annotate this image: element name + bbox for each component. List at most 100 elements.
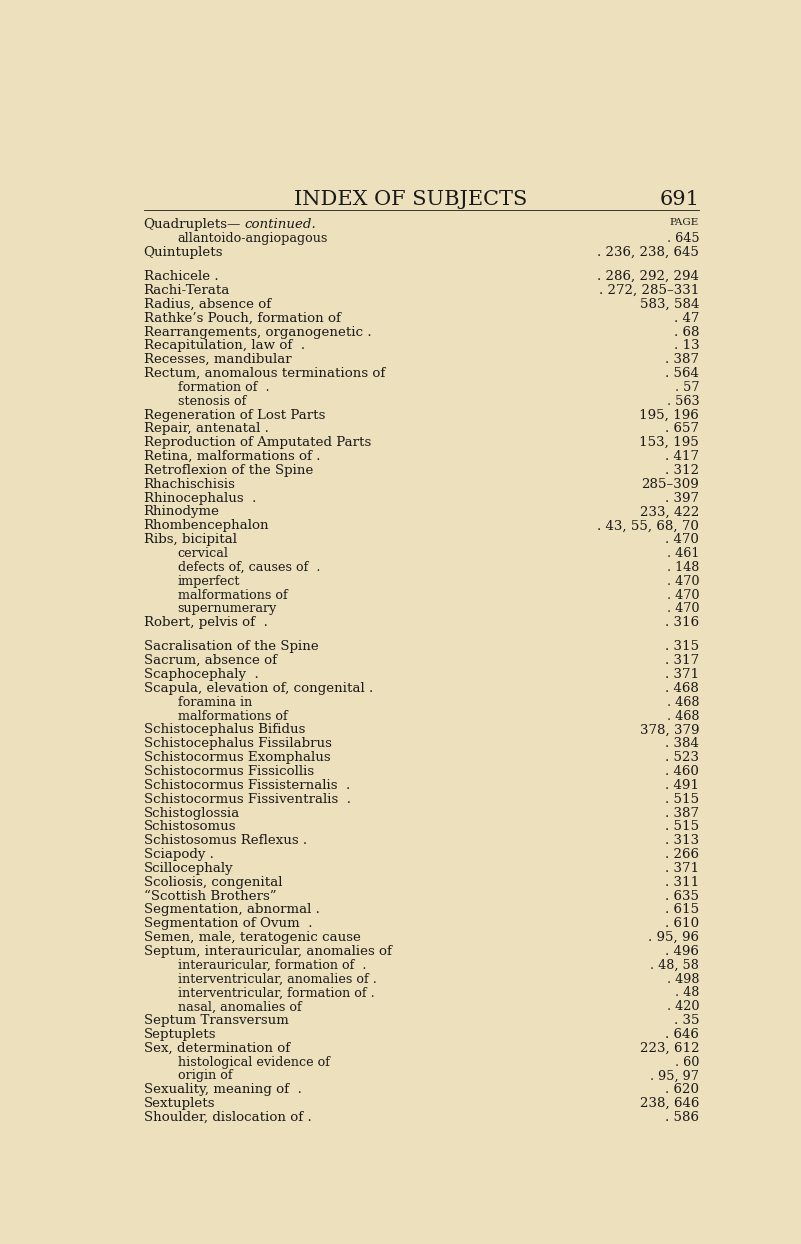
Text: cervical: cervical <box>178 547 229 560</box>
Text: foramina in: foramina in <box>178 695 252 709</box>
Text: . 657: . 657 <box>665 423 699 435</box>
Text: . 470: . 470 <box>666 575 699 587</box>
Text: Sextuplets: Sextuplets <box>143 1097 215 1110</box>
Text: . 610: . 610 <box>665 917 699 931</box>
Text: allantoido-angiopagous: allantoido-angiopagous <box>178 233 328 245</box>
Text: Quadruplets—: Quadruplets— <box>143 218 241 231</box>
Text: . 515: . 515 <box>665 792 699 806</box>
Text: . 470: . 470 <box>666 602 699 616</box>
Text: Segmentation, abnormal .: Segmentation, abnormal . <box>143 903 320 917</box>
Text: histological evidence of: histological evidence of <box>178 1056 330 1069</box>
Text: 285–309: 285–309 <box>642 478 699 491</box>
Text: 223, 612: 223, 612 <box>639 1041 699 1055</box>
Text: origin of: origin of <box>178 1070 232 1082</box>
Text: . 236, 238, 645: . 236, 238, 645 <box>598 246 699 259</box>
Text: . 312: . 312 <box>665 464 699 476</box>
Text: supernumerary: supernumerary <box>178 602 277 616</box>
Text: . 460: . 460 <box>666 765 699 778</box>
Text: Septuplets: Septuplets <box>143 1028 216 1041</box>
Text: . 317: . 317 <box>665 654 699 667</box>
Text: interventricular, anomalies of .: interventricular, anomalies of . <box>178 973 376 985</box>
Text: Schistoglossia: Schistoglossia <box>143 806 239 820</box>
Text: . 586: . 586 <box>665 1111 699 1125</box>
Text: 153, 195: 153, 195 <box>639 437 699 449</box>
Text: Schistocormus Fissicollis: Schistocormus Fissicollis <box>143 765 314 778</box>
Text: . 468: . 468 <box>666 695 699 709</box>
Text: . 417: . 417 <box>665 450 699 463</box>
Text: Schistocormus Fissiventralis  .: Schistocormus Fissiventralis . <box>143 792 351 806</box>
Text: Quintuplets: Quintuplets <box>143 246 223 259</box>
Text: . 523: . 523 <box>665 751 699 764</box>
Text: Schistosomus Reflexus .: Schistosomus Reflexus . <box>143 835 307 847</box>
Text: . 47: . 47 <box>674 312 699 325</box>
Text: Recesses, mandibular: Recesses, mandibular <box>143 353 292 366</box>
Text: . 13: . 13 <box>674 340 699 352</box>
Text: Reproduction of Amputated Parts: Reproduction of Amputated Parts <box>143 437 371 449</box>
Text: Rachicele .: Rachicele . <box>143 270 218 284</box>
Text: 378, 379: 378, 379 <box>640 724 699 736</box>
Text: . 48, 58: . 48, 58 <box>650 959 699 972</box>
Text: imperfect: imperfect <box>178 575 240 587</box>
Text: . 620: . 620 <box>665 1084 699 1096</box>
Text: Rathke’s Pouch, formation of: Rathke’s Pouch, formation of <box>143 312 340 325</box>
Text: . 646: . 646 <box>666 1028 699 1041</box>
Text: . 498: . 498 <box>666 973 699 985</box>
Text: Scaphocephaly  .: Scaphocephaly . <box>143 668 259 682</box>
Text: . 311: . 311 <box>665 876 699 888</box>
Text: . 461: . 461 <box>666 547 699 560</box>
Text: . 148: . 148 <box>666 561 699 573</box>
Text: 691: 691 <box>659 189 699 209</box>
Text: . 272, 285–331: . 272, 285–331 <box>599 284 699 297</box>
Text: Rachi-Terata: Rachi-Terata <box>143 284 230 297</box>
Text: Recapitulation, law of  .: Recapitulation, law of . <box>143 340 304 352</box>
Text: Robert, pelvis of  .: Robert, pelvis of . <box>143 616 268 629</box>
Text: defects of, causes of  .: defects of, causes of . <box>178 561 320 573</box>
Text: Sacralisation of the Spine: Sacralisation of the Spine <box>143 641 318 653</box>
Text: . 60: . 60 <box>674 1056 699 1069</box>
Text: . 564: . 564 <box>666 367 699 381</box>
Text: Shoulder, dislocation of .: Shoulder, dislocation of . <box>143 1111 312 1125</box>
Text: Repair, antenatal .: Repair, antenatal . <box>143 423 268 435</box>
Text: . 286, 292, 294: . 286, 292, 294 <box>598 270 699 284</box>
Text: . 645: . 645 <box>666 233 699 245</box>
Text: continued.: continued. <box>244 218 316 231</box>
Text: Septum, interauricular, anomalies of: Septum, interauricular, anomalies of <box>143 945 392 958</box>
Text: 195, 196: 195, 196 <box>639 408 699 422</box>
Text: . 468: . 468 <box>666 682 699 695</box>
Text: Retina, malformations of .: Retina, malformations of . <box>143 450 320 463</box>
Text: . 468: . 468 <box>666 709 699 723</box>
Text: 238, 646: 238, 646 <box>640 1097 699 1110</box>
Text: Rearrangements, organogenetic .: Rearrangements, organogenetic . <box>143 326 371 338</box>
Text: . 35: . 35 <box>674 1014 699 1028</box>
Text: . 95, 97: . 95, 97 <box>650 1070 699 1082</box>
Text: . 387: . 387 <box>665 353 699 366</box>
Text: . 420: . 420 <box>666 1000 699 1014</box>
Text: interventricular, formation of .: interventricular, formation of . <box>178 986 375 999</box>
Text: interauricular, formation of  .: interauricular, formation of . <box>178 959 366 972</box>
Text: . 635: . 635 <box>665 889 699 903</box>
Text: . 57: . 57 <box>674 381 699 394</box>
Text: Rectum, anomalous terminations of: Rectum, anomalous terminations of <box>143 367 385 381</box>
Text: . 470: . 470 <box>666 534 699 546</box>
Text: . 496: . 496 <box>666 945 699 958</box>
Text: . 266: . 266 <box>665 848 699 861</box>
Text: Semen, male, teratogenic cause: Semen, male, teratogenic cause <box>143 931 360 944</box>
Text: 233, 422: 233, 422 <box>640 505 699 519</box>
Text: . 491: . 491 <box>665 779 699 792</box>
Text: Sex, determination of: Sex, determination of <box>143 1041 290 1055</box>
Text: Scoliosis, congenital: Scoliosis, congenital <box>143 876 282 888</box>
Text: Radius, absence of: Radius, absence of <box>143 297 271 311</box>
Text: malformations of: malformations of <box>178 588 288 602</box>
Text: . 397: . 397 <box>665 491 699 505</box>
Text: Schistosomus: Schistosomus <box>143 820 236 833</box>
Text: . 313: . 313 <box>665 835 699 847</box>
Text: . 515: . 515 <box>665 820 699 833</box>
Text: . 68: . 68 <box>674 326 699 338</box>
Text: stenosis of: stenosis of <box>178 394 246 408</box>
Text: Ribs, bicipital: Ribs, bicipital <box>143 534 236 546</box>
Text: . 315: . 315 <box>665 641 699 653</box>
Text: Scillocephaly: Scillocephaly <box>143 862 233 875</box>
Text: Scapula, elevation of, congenital .: Scapula, elevation of, congenital . <box>143 682 372 695</box>
Text: . 615: . 615 <box>665 903 699 917</box>
Text: Sciapody .: Sciapody . <box>143 848 213 861</box>
